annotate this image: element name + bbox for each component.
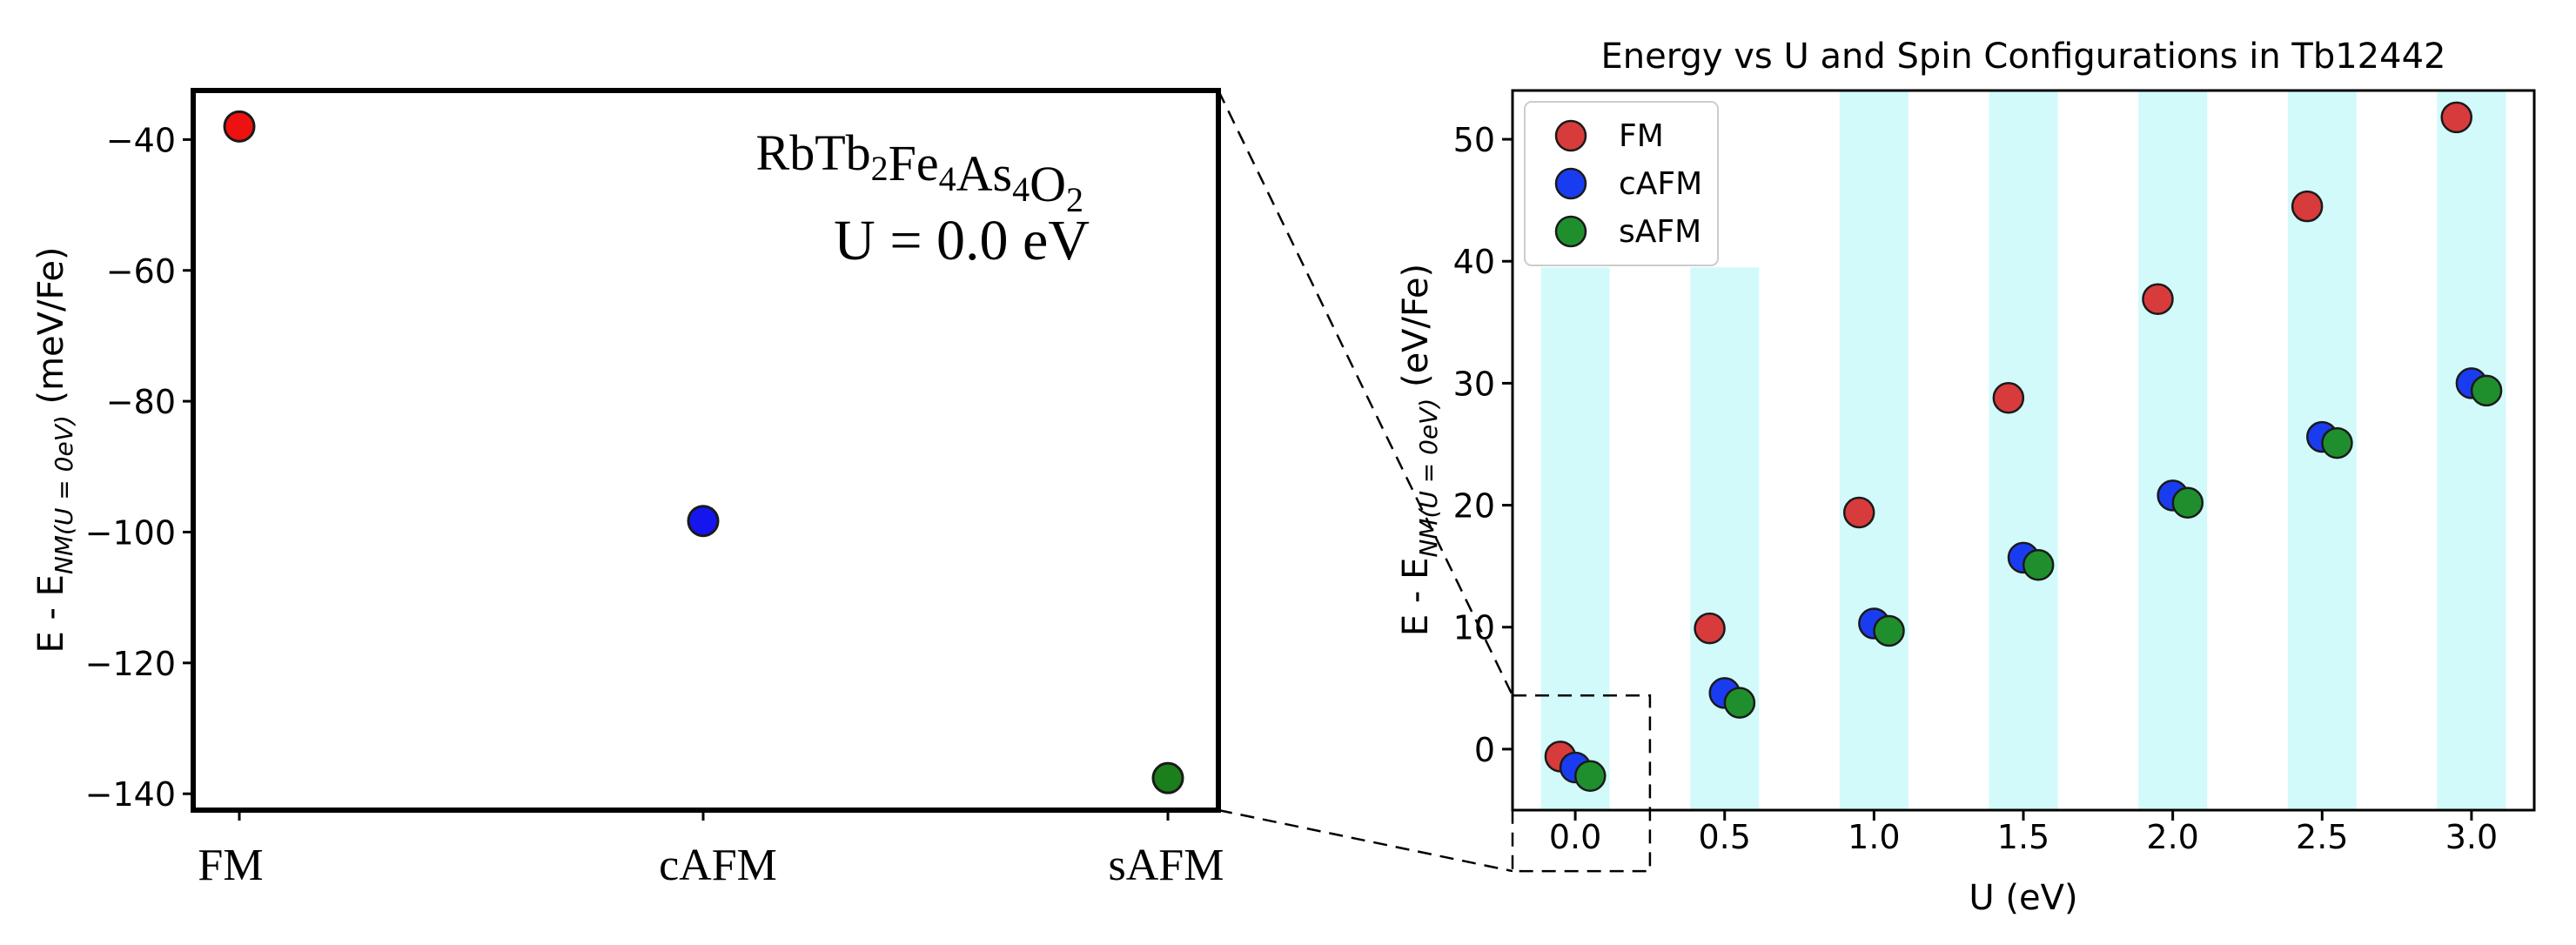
zoom-box [1511, 694, 1652, 873]
left-x-tick-label: sAFM [1109, 841, 1224, 890]
point-fm [2291, 190, 2324, 223]
formula-part: Tb [815, 124, 870, 181]
right-data-points [1544, 101, 2503, 793]
point-fm [2440, 101, 2472, 134]
right-y-tick-label: 10 [1453, 609, 1495, 647]
highlight-band [1690, 267, 1760, 811]
left-y-label-subscript: NM(U = 0eV) [50, 415, 78, 574]
point-safm [1873, 614, 1905, 647]
right-x-axis-label: U (eV) [1969, 878, 2077, 918]
point-fm [1842, 496, 1875, 529]
formula-subscript: 2 [871, 149, 889, 188]
left-y-label-suffix: (meV/Fe) [31, 246, 71, 415]
point-safm [2470, 374, 2503, 407]
right-panel: 0 10 20 30 40 50 0.0 0.5 1.0 1.5 2.0 2.5 3.0 Energy … [1396, 37, 2536, 918]
legend-label-cafm: cAFM [1619, 166, 1702, 202]
left-point-fm [223, 110, 256, 143]
left-y-tick-label: −80 [106, 383, 176, 421]
right-plot-frame [1511, 89, 2536, 812]
left-y-label-prefix: E - E [31, 574, 71, 653]
connector-line-bottom [1218, 808, 1513, 873]
legend-label-safm: sAFM [1619, 214, 1701, 250]
formula-subscript: 4 [1012, 170, 1030, 209]
point-fm [1992, 381, 2025, 414]
left-x-tick-label: FM [198, 841, 263, 890]
point-fm [1694, 612, 1726, 645]
right-y-axis-label: E - ENM(U = 0eV) (eV/Fe) [1396, 264, 1443, 636]
formula-part: Rb [756, 124, 815, 181]
formula-part: As [956, 145, 1012, 202]
left-panel: −40−60−80−100−120−140 FM cAFM sAFM RbTb2Fe… [31, 88, 1224, 890]
right-x-tick-label: 1.0 [1848, 818, 1900, 856]
left-y-tick-label: −140 [85, 775, 176, 814]
formula-label: RbTb2Fe4As4O2 [756, 124, 1083, 219]
zoom-connector-lines [1217, 90, 1514, 873]
formula-subscript: 2 [1066, 180, 1083, 219]
legend-marker-safm [1554, 215, 1587, 248]
right-x-tick-label: 0.5 [1699, 818, 1751, 856]
highlight-band [1989, 90, 2058, 810]
legend-marker-fm [1554, 119, 1587, 152]
left-point-cafm [687, 505, 720, 538]
left-point-safm [1151, 761, 1184, 794]
right-y-tick-label: 20 [1453, 487, 1495, 526]
left-y-tick-label: −40 [106, 121, 176, 159]
point-safm [1723, 687, 1756, 719]
point-safm [2022, 549, 2055, 581]
right-x-tick-label: 3.0 [2445, 818, 2498, 856]
highlight-band [2138, 90, 2208, 810]
left-y-axis-label: E - ENM(U = 0eV) (meV/Fe) [31, 246, 78, 653]
right-y-label-prefix: E - E [1396, 558, 1436, 636]
left-y-ticks: −40 −60 −80 −100 −120 −140 [85, 121, 193, 814]
right-highlight-bands [1540, 90, 2506, 811]
point-safm [1574, 760, 1607, 793]
right-x-tick-label: 2.0 [2146, 818, 2198, 856]
left-y-tick-label: −60 [106, 252, 176, 291]
left-y-tick-label: −120 [85, 645, 176, 683]
formula-part: Fe [889, 135, 939, 191]
right-chart-title: Energy vs U and Spin Configurations in T… [1601, 37, 2446, 77]
right-y-tick-label: 40 [1453, 243, 1495, 281]
legend-marker-cafm [1554, 167, 1587, 200]
highlight-band [1839, 90, 1909, 810]
left-plot-frame [191, 88, 1221, 813]
right-legend: FM cAFM sAFM [1524, 101, 1719, 266]
right-y-tick-label: 50 [1453, 121, 1495, 159]
right-x-tick-label: 1.5 [1997, 818, 2049, 856]
right-y-tick-label: 30 [1453, 365, 1495, 403]
left-data-points [223, 110, 1184, 794]
formula-part: O [1030, 156, 1066, 212]
point-safm [2321, 426, 2353, 459]
right-y-label-subscript: NM(U = 0eV) [1414, 399, 1443, 558]
left-x-tick-label: cAFM [659, 841, 777, 890]
right-x-tick-label: 0.0 [1549, 818, 1601, 856]
point-fm [2142, 283, 2174, 315]
legend-label-fm: FM [1619, 118, 1664, 154]
left-x-tick-labels: FM cAFM sAFM [198, 810, 1224, 890]
u-annotation: U = 0.0 eV [834, 209, 1090, 272]
highlight-band [2437, 90, 2506, 810]
highlight-band [1540, 267, 1610, 811]
point-safm [2171, 486, 2204, 519]
right-x-tick-label: 2.5 [2296, 818, 2348, 856]
formula-subscript: 4 [939, 159, 956, 198]
right-y-label-suffix: (eV/Fe) [1396, 264, 1436, 399]
right-y-tick-label: 0 [1474, 731, 1495, 769]
left-y-tick-label: −100 [85, 513, 176, 552]
right-axis-ticks: 0 10 20 30 40 50 0.0 0.5 1.0 1.5 2.0 2.5 3.0 [1453, 121, 2498, 856]
